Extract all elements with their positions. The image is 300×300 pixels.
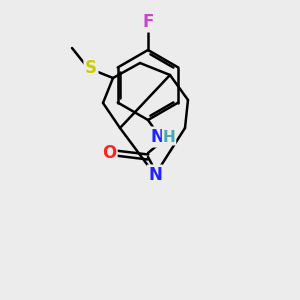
Text: S: S: [85, 59, 97, 77]
Text: F: F: [142, 13, 154, 31]
Text: S: S: [85, 59, 97, 77]
Text: H: H: [163, 130, 176, 145]
Text: O: O: [102, 144, 116, 162]
Text: N: N: [148, 166, 162, 184]
Text: N: N: [150, 128, 164, 146]
Text: N: N: [148, 166, 162, 184]
Text: F: F: [142, 13, 154, 31]
Text: N: N: [150, 128, 164, 146]
Text: H: H: [163, 130, 176, 145]
Text: O: O: [102, 144, 116, 162]
